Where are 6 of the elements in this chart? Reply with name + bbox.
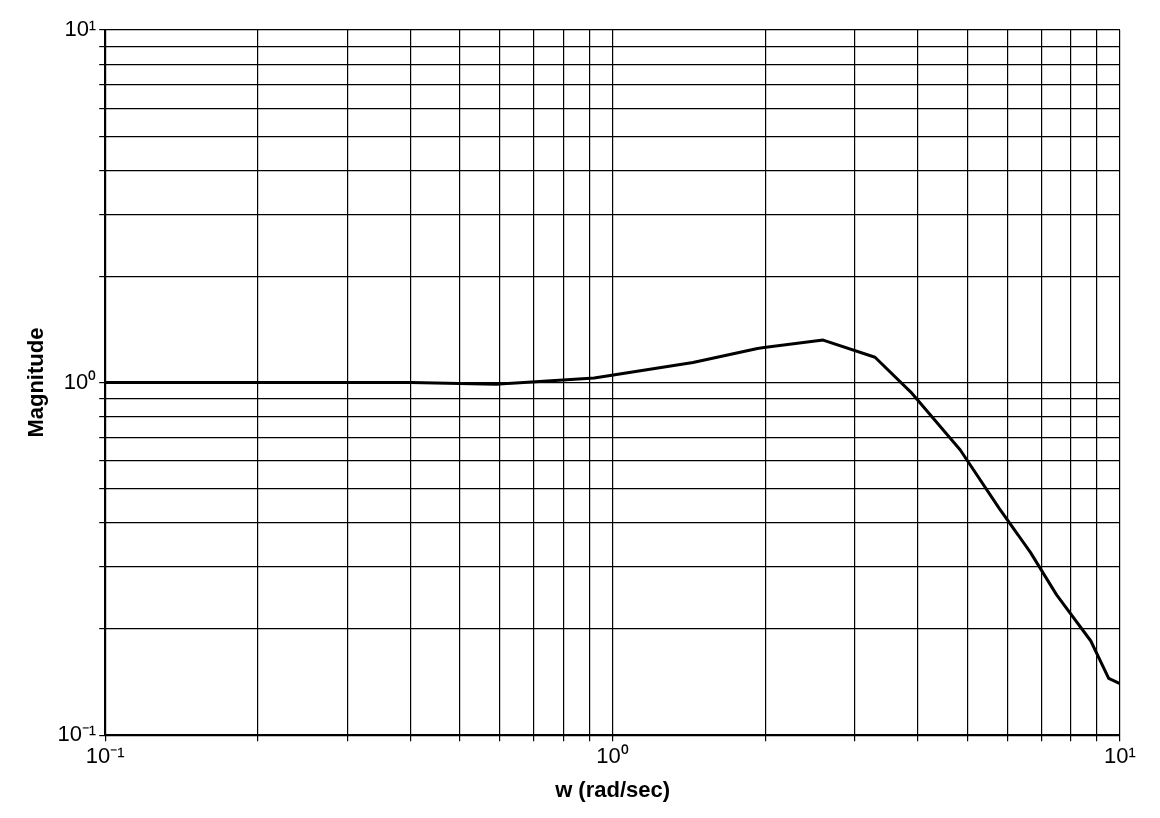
y-tick-label: 10⁰ (63, 368, 97, 394)
x-tick-label: 10¹ (1104, 743, 1136, 769)
y-axis-title: Magnitude (23, 327, 49, 438)
y-tick-label: 10¹ (64, 16, 97, 42)
x-tick-label: 10⁰ (596, 743, 629, 769)
x-axis-title: w (rad/sec) (554, 776, 671, 802)
